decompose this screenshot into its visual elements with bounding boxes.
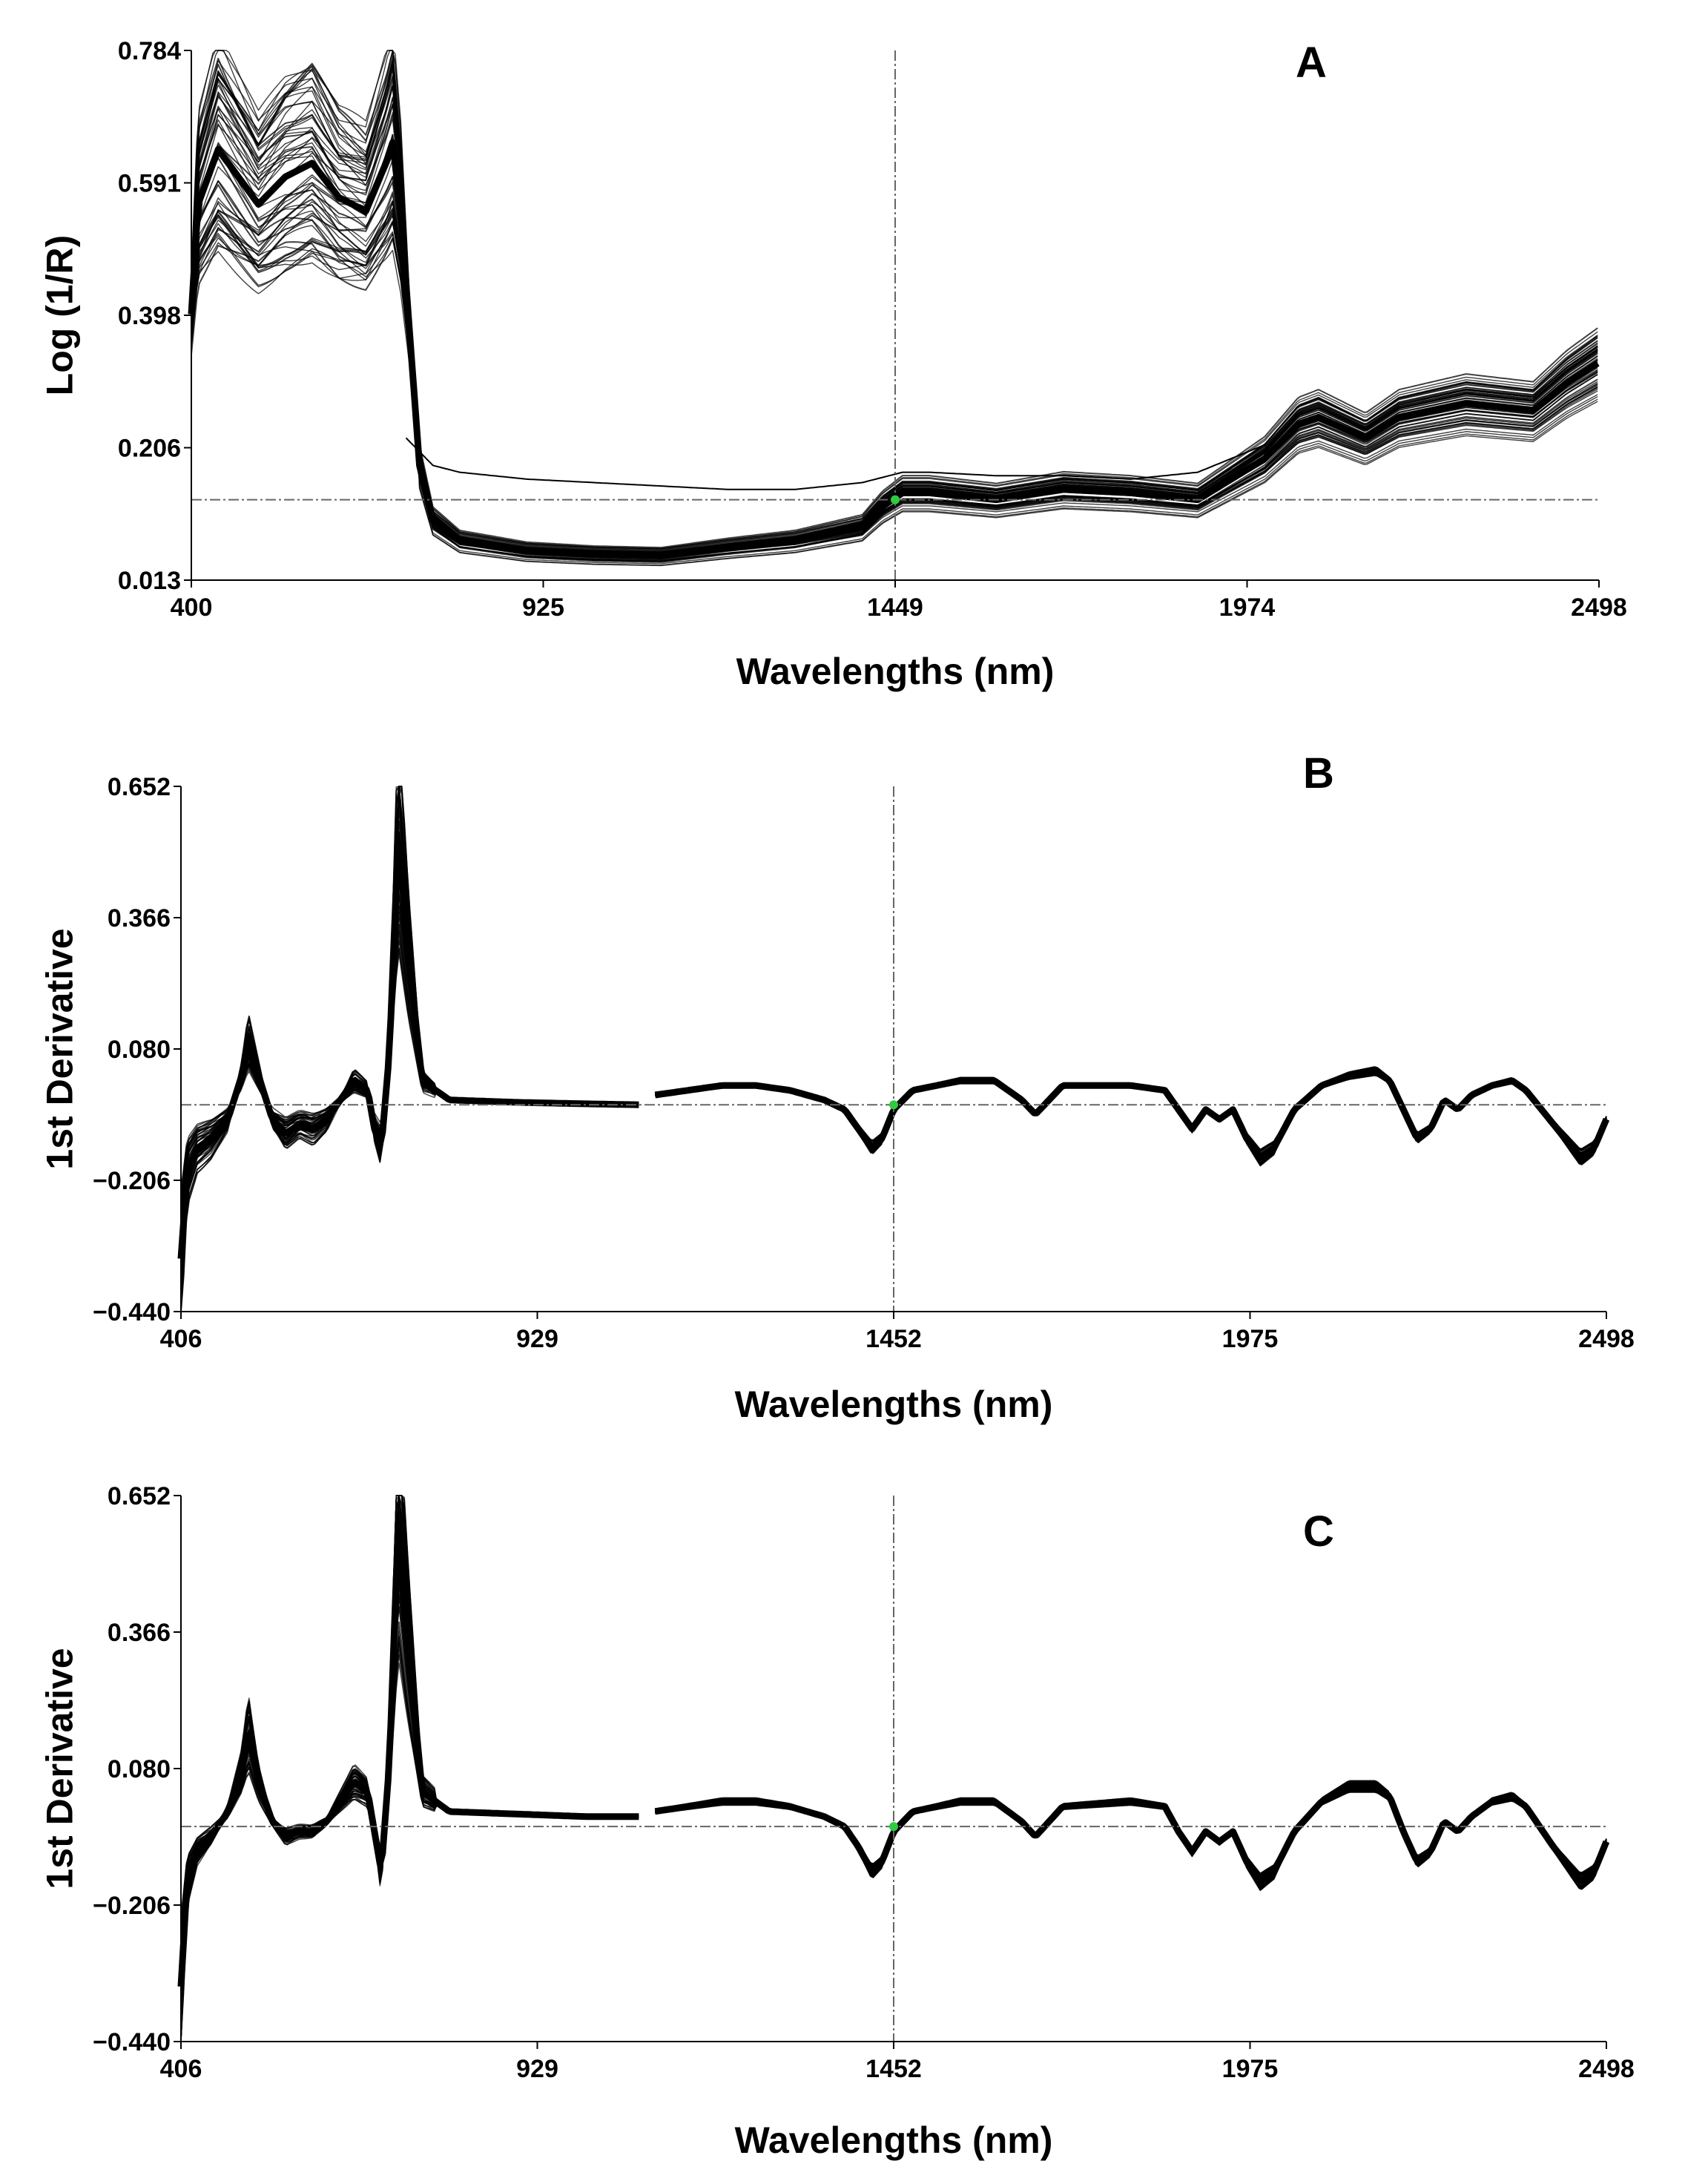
spectrum-line [655, 1066, 1607, 1167]
x-axis-title: Wavelengths (nm) [735, 1384, 1053, 1425]
spectra-group [177, 1495, 1610, 2042]
x-axis-title: Wavelengths (nm) [735, 2119, 1053, 2161]
spectrum-line [655, 1067, 1607, 1164]
y-tick-label: 0.013 [118, 567, 181, 595]
spectrum-line [655, 1780, 1607, 1889]
spectrum-line [655, 1067, 1607, 1163]
panel-c: 406 929 1452 1975 2498 0.652 0.366 0.080 −0.206 −… [39, 1482, 1635, 2161]
spectrum-line [655, 1780, 1607, 1889]
x-tick-label: 2498 [1571, 593, 1627, 622]
y-tick-label: 0.652 [108, 1482, 171, 1510]
x-tick-label: 1974 [1219, 593, 1276, 622]
x-tick-label: 1975 [1222, 2055, 1279, 2083]
y-tick-label: 0.080 [108, 1755, 171, 1783]
mean-spectrum-line [654, 1068, 1610, 1161]
x-axis-title: Wavelengths (nm) [736, 651, 1055, 692]
panel-b: 406 929 1452 1975 2498 0.652 0.366 0.080 −0.206 −… [39, 749, 1635, 1425]
panel-label: B [1303, 749, 1334, 797]
spectrum-line [655, 1067, 1607, 1166]
spectrum-line [191, 142, 1598, 565]
panel-label: A [1296, 39, 1327, 87]
y-tick-label: −0.440 [93, 2028, 171, 2056]
outlier-spectrum-line [405, 437, 1265, 490]
mean-spectrum-line [654, 1783, 1610, 1885]
y-tick-label: 0.591 [118, 170, 181, 198]
y-axis-title: Log (1/R) [39, 235, 81, 396]
mean-spectrum-line [177, 1526, 640, 1987]
cursor-marker [889, 1100, 898, 1110]
panel-a: 400 925 1449 1974 2498 0.784 0.591 0.398 0.206 0.… [39, 37, 1627, 692]
spectrum-line [655, 1066, 1607, 1165]
y-tick-label: 0.366 [108, 1619, 171, 1647]
x-tick-label: 1452 [865, 2055, 922, 2083]
y-tick-label: −0.206 [93, 1167, 171, 1195]
x-tick-label: 929 [516, 2055, 558, 2083]
x-tick-label: 1449 [867, 593, 923, 622]
y-tick-label: 0.784 [118, 37, 181, 65]
x-tick-label: 406 [160, 2055, 202, 2083]
y-axis-title: 1st Derivative [39, 928, 81, 1169]
y-tick-label: 0.652 [108, 773, 171, 801]
spectrum-line [655, 1066, 1607, 1165]
x-tick-label: 406 [160, 1325, 202, 1353]
x-tick-label: 929 [516, 1325, 558, 1353]
spectrum-line [655, 1067, 1607, 1163]
spectra-group [177, 786, 1610, 1312]
y-tick-label: 0.398 [118, 302, 181, 330]
y-tick-label: 0.080 [108, 1036, 171, 1064]
x-tick-label: 1975 [1222, 1325, 1279, 1353]
mean-spectrum-line [177, 840, 640, 1260]
x-tick-label: 1452 [865, 1325, 922, 1353]
y-tick-label: −0.440 [93, 1298, 171, 1326]
spectrum-line [655, 1780, 1607, 1891]
panel-label: C [1303, 1507, 1334, 1556]
x-tick-label: 2498 [1578, 1325, 1635, 1353]
spectrum-line [655, 1066, 1607, 1166]
y-tick-label: 0.206 [118, 435, 181, 463]
x-tick-label: 2498 [1578, 2055, 1635, 2083]
cursor-marker [889, 1822, 898, 1832]
y-axis-title: 1st Derivative [39, 1648, 81, 1889]
x-tick-label: 925 [522, 593, 564, 622]
y-tick-label: −0.206 [93, 1892, 171, 1920]
cursor-marker [891, 495, 900, 504]
y-tick-label: 0.366 [108, 904, 171, 933]
x-tick-label: 400 [171, 593, 213, 622]
